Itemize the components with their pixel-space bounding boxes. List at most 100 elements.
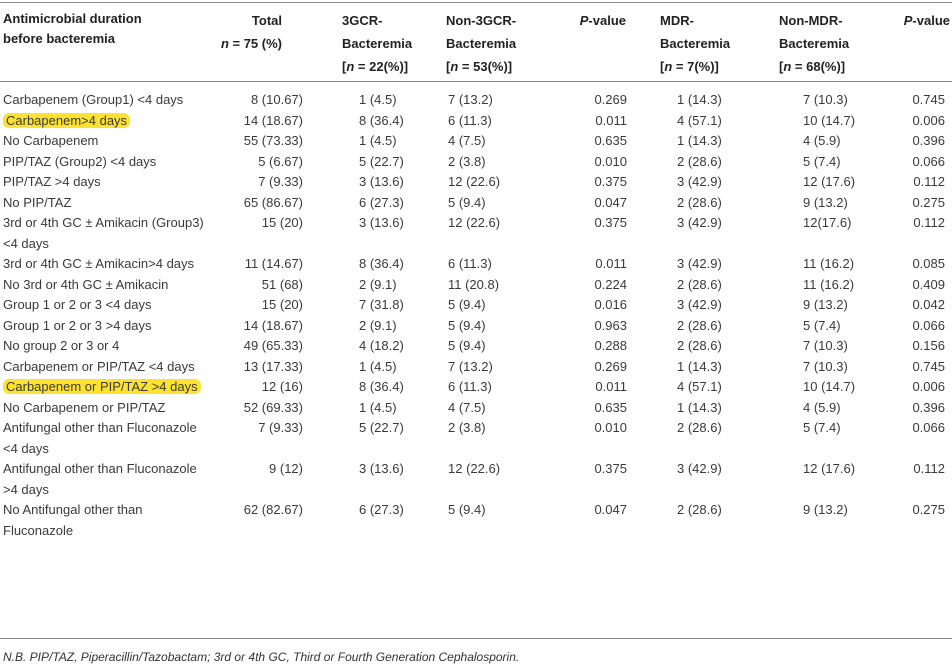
table-row: No 3rd or 4th GC ± Amikacin 51 (68) 2 (9.1… (0, 275, 952, 296)
total-cell: 49 (65.33) (243, 338, 303, 353)
row-label-cell: No 3rd or 4th GC ± Amikacin (0, 275, 205, 296)
mdr-bacteremia-cell: 3 (42.9) (677, 461, 722, 476)
3gcr-bacteremia-cell: 3 (13.6) (359, 461, 404, 476)
row-label: No 3rd or 4th GC ± Amikacin (3, 276, 169, 292)
non-3gcr-bacteremia-cell: 4 (7.5) (448, 399, 486, 415)
mdr-bacteremia-cell: 2 (28.6) (677, 502, 722, 517)
p-value-mdr-cell: 0.066 (912, 153, 945, 169)
p-value-mdr-cell: 0.275 (912, 502, 945, 517)
header-p-value-mdr: P-value (903, 13, 950, 28)
row-label-cell: No group 2 or 3 or 4 (0, 336, 205, 357)
p-value-3gcr-cell: 0.963 (594, 317, 627, 333)
row-label: PIP/TAZ (Group2) <4 days (3, 153, 157, 169)
mdr-bacteremia-cell: 1 (14.3) (677, 399, 722, 415)
p-value-3gcr-cell: 0.288 (594, 338, 627, 353)
table-body: Carbapenem (Group1) <4 days 8 (10.67) 1 (4… (0, 80, 952, 541)
p-value-3gcr-cell: 0.224 (594, 276, 627, 292)
non-3gcr-bacteremia-cell: 12 (22.6) (448, 174, 501, 189)
p-value-3gcr-cell: 0.375 (594, 174, 627, 189)
3gcr-bacteremia-cell: 7 (31.8) (359, 297, 404, 312)
non-mdr-bacteremia-cell: 11 (16.2) (803, 276, 855, 292)
p-value-3gcr-cell: 0.010 (594, 420, 627, 435)
total-cell: 8 (10.67) (250, 92, 303, 107)
total-cell: 51 (68) (261, 276, 303, 292)
highlighted-row-label: Carbapenem>4 days (3, 112, 131, 128)
row-label: PIP/TAZ >4 days (3, 174, 101, 189)
3gcr-bacteremia-cell: 6 (27.3) (359, 502, 404, 517)
table-footnote: N.B. PIP/TAZ, Piperacillin/Tazobactam; 3… (3, 650, 520, 664)
row-label: No Carbapenem or PIP/TAZ (3, 399, 166, 415)
p-value-3gcr-cell: 0.047 (594, 502, 627, 517)
header-non-mdr-bacteremia: Non-MDR- Bacteremia [n = 68(%)] (779, 13, 850, 74)
p-value-mdr-cell: 0.409 (912, 276, 945, 292)
p-value-3gcr-cell: 0.047 (594, 194, 627, 210)
total-cell: 7 (9.33) (258, 420, 303, 435)
row-label-cell: Antifungal other than Fluconazole >4 day… (0, 459, 205, 500)
mdr-bacteremia-cell: 2 (28.6) (677, 317, 722, 333)
non-3gcr-bacteremia-cell: 6 (11.3) (448, 256, 492, 271)
table-top-rule (0, 2, 952, 3)
p-value-3gcr-cell: 0.269 (594, 358, 627, 374)
total-cell: 14 (18.67) (243, 112, 303, 128)
row-label: Group 1 or 2 or 3 >4 days (3, 317, 152, 333)
total-cell: 13 (17.33) (243, 358, 303, 374)
table-row: Group 1 or 2 or 3 >4 days 14 (18.67) 2 (9.… (0, 316, 952, 337)
non-mdr-bacteremia-cell: 7 (10.3) (803, 338, 848, 353)
non-mdr-bacteremia-cell: 12 (17.6) (803, 461, 856, 476)
total-cell: 5 (6.67) (258, 153, 303, 169)
highlighted-row-label: Carbapenem or PIP/TAZ >4 days (3, 379, 201, 394)
header-bottom-rule (0, 81, 952, 82)
p-value-3gcr-cell: 0.016 (594, 297, 627, 312)
non-3gcr-bacteremia-cell: 5 (9.4) (448, 317, 486, 333)
total-cell: 52 (69.33) (243, 399, 303, 415)
mdr-bacteremia-cell: 1 (14.3) (677, 92, 722, 107)
row-label-cell: Antifungal other than Fluconazole <4 day… (0, 418, 205, 459)
table-row: PIP/TAZ >4 days 7 (9.33) 3 (13.6) 12 (22.6)… (0, 172, 952, 193)
table-row: PIP/TAZ (Group2) <4 days 5 (6.67) 5 (22.7)… (0, 152, 952, 173)
row-label: No Carbapenem (3, 133, 99, 148)
3gcr-bacteremia-cell: 5 (22.7) (359, 153, 404, 169)
row-label: Antifungal other than Fluconazole <4 day… (3, 420, 197, 456)
non-mdr-bacteremia-cell: 9 (13.2) (803, 502, 848, 517)
total-cell: 62 (82.67) (243, 502, 303, 517)
non-3gcr-bacteremia-cell: 5 (9.4) (448, 297, 486, 312)
non-mdr-bacteremia-cell: 7 (10.3) (803, 92, 848, 107)
p-value-3gcr-cell: 0.375 (594, 461, 627, 476)
3gcr-bacteremia-cell: 8 (36.4) (359, 379, 404, 394)
3gcr-bacteremia-cell: 1 (4.5) (359, 358, 397, 374)
total-cell: 12 (16) (261, 379, 303, 394)
3gcr-bacteremia-cell: 1 (4.5) (359, 133, 397, 148)
mdr-bacteremia-cell: 2 (28.6) (677, 194, 722, 210)
mdr-bacteremia-cell: 3 (42.9) (677, 215, 722, 230)
antimicrobial-duration-table: Antimicrobial duration before bacteremia… (0, 3, 952, 541)
row-label: Group 1 or 2 or 3 <4 days (3, 297, 152, 312)
total-cell: 65 (86.67) (243, 194, 303, 210)
mdr-bacteremia-cell: 1 (14.3) (677, 358, 722, 374)
p-value-mdr-cell: 0.112 (913, 215, 945, 230)
non-mdr-bacteremia-cell: 9 (13.2) (803, 297, 848, 312)
table-row: No Carbapenem 55 (73.33) 1 (4.5) 4 (7.5) 0.6… (0, 131, 952, 152)
3gcr-bacteremia-cell: 8 (36.4) (359, 112, 404, 128)
row-label-cell: Carbapenem>4 days (0, 111, 205, 132)
p-value-mdr-cell: 0.066 (912, 317, 945, 333)
p-value-3gcr-cell: 0.635 (594, 133, 627, 148)
p-value-mdr-cell: 0.042 (912, 297, 945, 312)
table-row: Carbapenem or PIP/TAZ <4 days 13 (17.33) 1… (0, 357, 952, 378)
table-row: Carbapenem (Group1) <4 days 8 (10.67) 1 (4… (0, 80, 952, 111)
3gcr-bacteremia-cell: 3 (13.6) (359, 215, 404, 230)
table-row: No PIP/TAZ 65 (86.67) 6 (27.3) 5 (9.4) 0.047… (0, 193, 952, 214)
table-row: No Antifungal other than Fluconazole 62 (… (0, 500, 952, 541)
3gcr-bacteremia-cell: 1 (4.5) (359, 399, 397, 415)
p-value-mdr-cell: 0.006 (912, 379, 945, 394)
row-label: 3rd or 4th GC ± Amikacin (Group3) <4 day… (3, 215, 204, 251)
header-total: Total n = 75 (%) (220, 13, 282, 51)
p-value-mdr-cell: 0.396 (912, 399, 945, 415)
row-label-cell: PIP/TAZ >4 days (0, 172, 205, 193)
total-cell: 14 (18.67) (243, 317, 303, 333)
3gcr-bacteremia-cell: 5 (22.7) (359, 420, 404, 435)
mdr-bacteremia-cell: 3 (42.9) (677, 174, 722, 189)
table-row: Carbapenem>4 days 14 (18.67) 8 (36.4) 6 (11… (0, 111, 952, 132)
header-non-3gcr-bacteremia: Non-3GCR- Bacteremia [n = 53(%)] (446, 13, 517, 74)
row-label-cell: PIP/TAZ (Group2) <4 days (0, 152, 205, 173)
